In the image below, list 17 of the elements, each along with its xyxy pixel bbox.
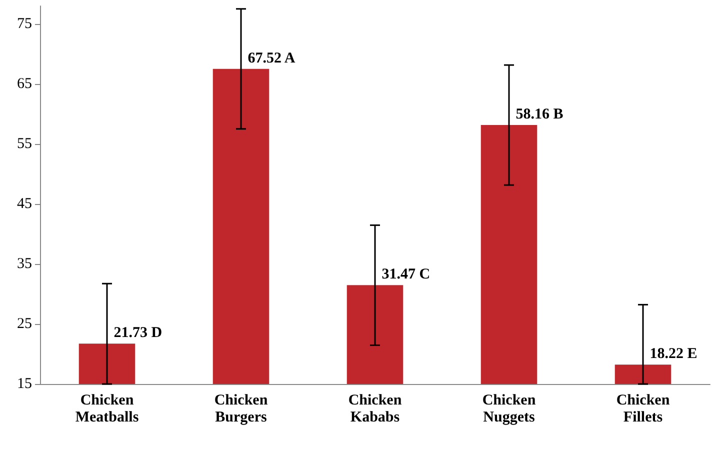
data-label: 18.22 E bbox=[650, 346, 698, 362]
y-tick-label: 25 bbox=[17, 316, 32, 332]
data-label: 21.73 D bbox=[114, 325, 162, 342]
y-tick-label: 75 bbox=[17, 16, 32, 32]
y-tick-label: 65 bbox=[17, 76, 32, 92]
y-tick-label: 55 bbox=[17, 136, 32, 152]
x-tick-label: Chicken Fillets bbox=[616, 392, 670, 426]
x-tick-label: Chicken Kababs bbox=[348, 392, 402, 426]
y-tick-label: 45 bbox=[17, 196, 32, 212]
y-tick-label: 35 bbox=[17, 256, 32, 272]
x-tick-label: Chicken Burgers bbox=[214, 392, 268, 426]
data-label: 67.52 A bbox=[248, 50, 296, 66]
data-label: 31.47 C bbox=[382, 266, 430, 283]
x-tick-label: Chicken Nuggets bbox=[482, 392, 536, 426]
y-tick-label: 15 bbox=[17, 376, 32, 392]
data-label: 58.16 B bbox=[516, 106, 564, 123]
x-tick-label: Chicken Meatballs bbox=[75, 392, 139, 426]
